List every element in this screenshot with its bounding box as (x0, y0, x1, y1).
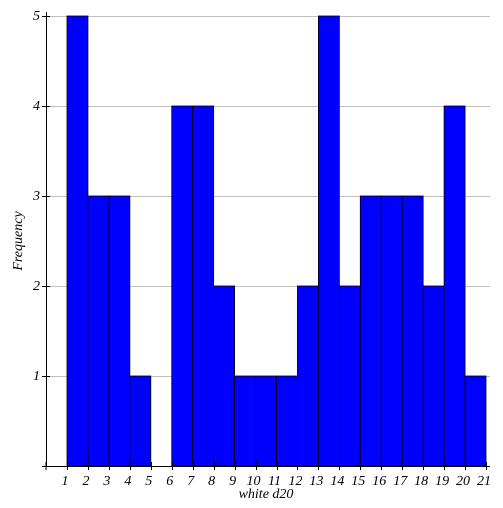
bar-14-15 (338, 285, 361, 467)
bar-18-19 (422, 285, 445, 467)
x-tick-label-16: 16 (372, 474, 386, 489)
bar-20-21 (464, 375, 487, 467)
x-tick-label-7: 7 (187, 474, 195, 489)
bar-1-2 (66, 15, 89, 467)
x-tick-label-20: 20 (456, 474, 470, 489)
bar-11-12 (276, 375, 298, 467)
bar-10-11 (255, 375, 277, 467)
bar-6-7 (171, 105, 194, 467)
x-tick-label-13: 13 (309, 474, 323, 489)
x-tick-label-2: 2 (82, 474, 89, 489)
bar-4-5 (129, 375, 152, 467)
x-tick-label-17: 17 (393, 474, 408, 489)
x-tick-label-5: 5 (145, 474, 152, 489)
x-tick-label-12: 12 (288, 474, 302, 489)
bar-13-14 (317, 15, 340, 467)
y-tick-label-2: 2 (33, 279, 40, 294)
x-tick-label-1: 1 (62, 474, 69, 489)
x-axis-label: white d20 (239, 487, 294, 502)
bar-19-20 (443, 105, 466, 467)
x-tick-label-14: 14 (330, 474, 344, 489)
y-tick-label-1: 1 (33, 369, 40, 384)
y-axis-label: Frequency (11, 211, 26, 272)
x-tick-label-9: 9 (229, 474, 236, 489)
y-tick-label-5: 5 (33, 9, 40, 24)
x-tick-label-10: 10 (247, 474, 261, 489)
bar-7-8 (192, 105, 215, 467)
x-tick-label-3: 3 (102, 474, 110, 489)
x-tick-label-18: 18 (414, 474, 428, 489)
x-tick-label-6: 6 (166, 474, 173, 489)
x-tick-label-19: 19 (435, 474, 449, 489)
x-tick-label-11: 11 (268, 474, 281, 489)
bar-12-13 (297, 285, 319, 467)
bar-17-18 (401, 195, 424, 467)
bar-15-16 (359, 195, 382, 467)
x-tick-label-21: 21 (477, 474, 491, 489)
bar-2-3 (87, 195, 110, 467)
bar-9-10 (234, 375, 256, 467)
bars (66, 15, 487, 467)
bar-16-17 (380, 195, 403, 467)
axes (42, 12, 490, 470)
y-tick-label-3: 3 (32, 189, 40, 204)
bar-3-4 (108, 195, 131, 467)
x-tick-label-4: 4 (124, 474, 131, 489)
y-tick-label-4: 4 (33, 99, 40, 114)
bar-8-9 (213, 285, 235, 467)
x-tick-label-15: 15 (351, 474, 365, 489)
x-tick-label-8: 8 (208, 474, 215, 489)
